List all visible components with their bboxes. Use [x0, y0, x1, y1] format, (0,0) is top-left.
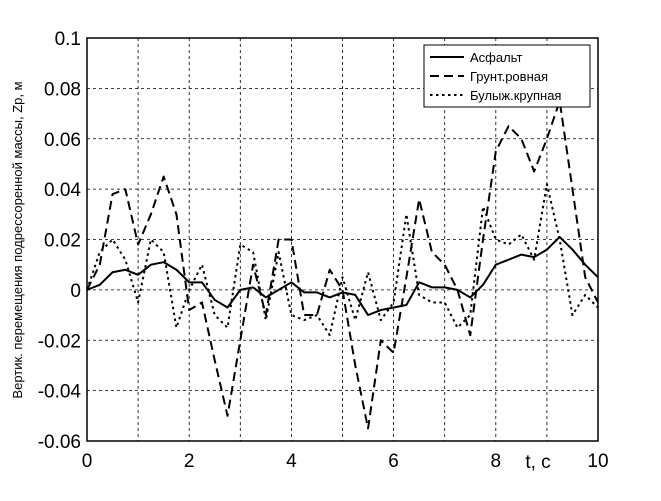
legend-label: Асфальт — [470, 50, 522, 65]
y-tick-label: -0.04 — [38, 382, 82, 403]
x-tick-label: 2 — [184, 451, 195, 472]
y-tick-label: 0.06 — [44, 130, 81, 151]
x-tick-label: 10 — [587, 451, 608, 472]
legend-label: Грунт.ровная — [470, 69, 548, 84]
legend-label: Булыж.крупная — [470, 88, 561, 103]
y-tick-label: 0.08 — [44, 79, 81, 100]
y-tick-label: 0.02 — [44, 231, 81, 252]
x-tick-label: 6 — [388, 451, 399, 472]
y-tick-label: 0.04 — [44, 180, 81, 201]
y-tick-label: 0 — [70, 281, 81, 302]
line-series — [86, 99, 599, 430]
legend: Асфальт Грунт.ровная Булыж.крупная — [423, 44, 591, 108]
x-tick-label: 0 — [82, 451, 93, 472]
y-axis-label: Вертик. перемещения подрессоренной массы… — [10, 81, 25, 398]
y-tick-label: -0.02 — [38, 331, 81, 352]
x-tick-label: 8 — [491, 451, 502, 472]
y-tick-label: -0.06 — [38, 432, 81, 453]
line-series — [86, 183, 599, 337]
plot-frame — [86, 37, 599, 442]
y-tick-label: 0.1 — [55, 29, 81, 50]
x-tick-label: 4 — [286, 451, 297, 472]
x-axis-label: t, c — [525, 452, 550, 473]
